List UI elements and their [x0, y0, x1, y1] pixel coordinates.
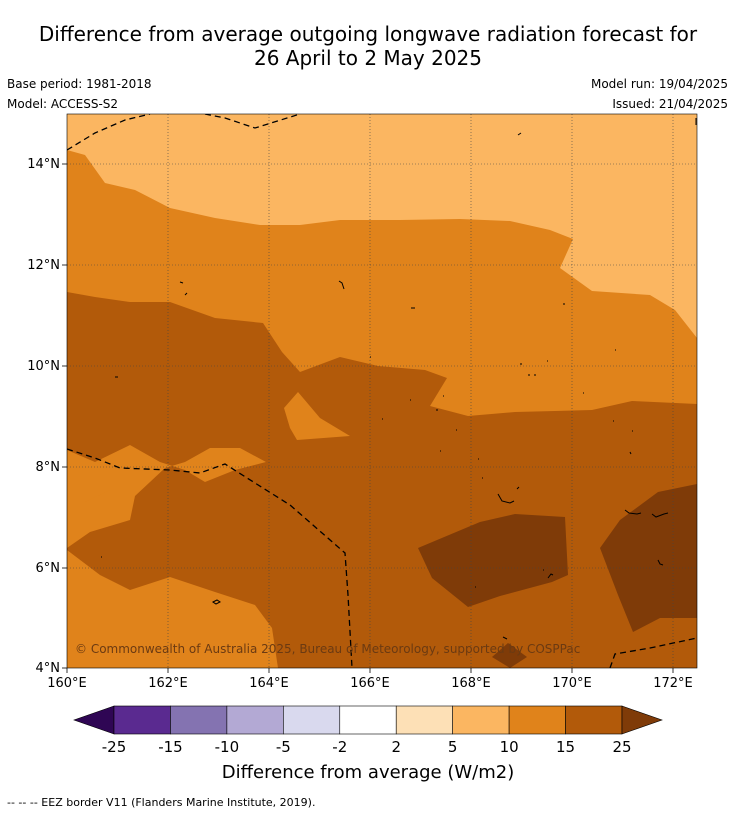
colorbar-swatch — [452, 705, 510, 735]
colorbar-over-arrow — [621, 705, 663, 735]
colorbar-tick-label: 15 — [556, 738, 575, 756]
colorbar-swatch — [395, 705, 453, 735]
base-period: Base period: 1981-2018 — [7, 77, 152, 91]
colorbar-tick-label: -15 — [158, 738, 183, 756]
colorbar-tick-label: -2 — [332, 738, 347, 756]
colorbar-tick-label: 10 — [500, 738, 519, 756]
lat-label-6: 6°N — [36, 561, 61, 576]
colorbar-tick-label: -25 — [102, 738, 127, 756]
lon-label-162: 162°E — [148, 676, 188, 691]
lon-label-164: 164°E — [249, 676, 289, 691]
lon-label-166: 166°E — [350, 676, 390, 691]
title-line-1: Difference from average outgoing longwav… — [38, 22, 698, 46]
lat-label-8: 8°N — [36, 460, 61, 475]
colorbar-tick-label: -5 — [276, 738, 291, 756]
colorbar-swatch — [226, 705, 284, 735]
axis-ticks — [62, 163, 674, 673]
latitude-labels: 14°N 12°N 10°N 8°N 6°N 4°N — [27, 157, 60, 676]
lon-label-168: 168°E — [451, 676, 491, 691]
colorbar-swatch — [339, 705, 397, 735]
title-line-2: 26 April to 2 May 2025 — [254, 46, 482, 70]
region-darkest-3 — [492, 643, 527, 668]
eez-footnote: -- -- -- EEZ border V11 (Flanders Marine… — [7, 796, 316, 809]
colorbar: -25 -15 -10 -5 -2 2 5 10 15 25 — [73, 705, 663, 756]
colorbar-tick-label: 2 — [391, 738, 401, 756]
colorbar-swatch — [113, 705, 171, 735]
colorbar-swatch — [565, 705, 623, 735]
map-frame — [66, 113, 698, 669]
colorbar-tick-label: -10 — [215, 738, 240, 756]
gridlines — [67, 114, 697, 668]
meta-right: Model run: 19/04/2025 Issued: 21/04/2025 — [591, 74, 728, 114]
longitude-labels: 160°E 162°E 164°E 166°E 168°E 170°E 172°… — [47, 676, 693, 691]
lat-label-14: 14°N — [27, 157, 60, 172]
lon-label-172: 172°E — [653, 676, 693, 691]
region-mid-orange-patch-5 — [67, 550, 278, 668]
region-mid-orange-patch-2 — [284, 392, 350, 440]
map-area: © Commonwealth of Australia 2025, Bureau… — [67, 114, 697, 668]
region-mid-orange-patch-3 — [67, 445, 266, 548]
model-name: Model: ACCESS-S2 — [7, 97, 119, 111]
region-mid-orange-patch-4 — [72, 466, 110, 502]
colorbar-under-arrow — [73, 705, 115, 735]
lat-label-4: 4°N — [36, 661, 61, 676]
colorbar-swatch — [283, 705, 341, 735]
islands — [101, 118, 697, 640]
colorbar-tick-label: 25 — [612, 738, 631, 756]
colorbar-tick-label: 5 — [448, 738, 458, 756]
chart-title: Difference from average outgoing longwav… — [0, 22, 736, 70]
meta-left: Base period: 1981-2018 Model: ACCESS-S2 — [7, 74, 152, 114]
colorbar-swatch — [170, 705, 228, 735]
lon-label-160: 160°E — [47, 676, 87, 691]
lon-label-170: 170°E — [552, 676, 592, 691]
colorbar-title: Difference from average (W/m2) — [222, 762, 514, 783]
lat-label-12: 12°N — [27, 258, 60, 273]
issued-date: Issued: 21/04/2025 — [612, 97, 728, 111]
region-darkest-1 — [418, 514, 568, 607]
eez-borders — [67, 114, 697, 668]
colorbar-swatch — [508, 705, 566, 735]
lat-label-10: 10°N — [27, 359, 60, 374]
copyright-text: © Commonwealth of Australia 2025, Bureau… — [75, 642, 580, 656]
model-run: Model run: 19/04/2025 — [590, 77, 728, 91]
